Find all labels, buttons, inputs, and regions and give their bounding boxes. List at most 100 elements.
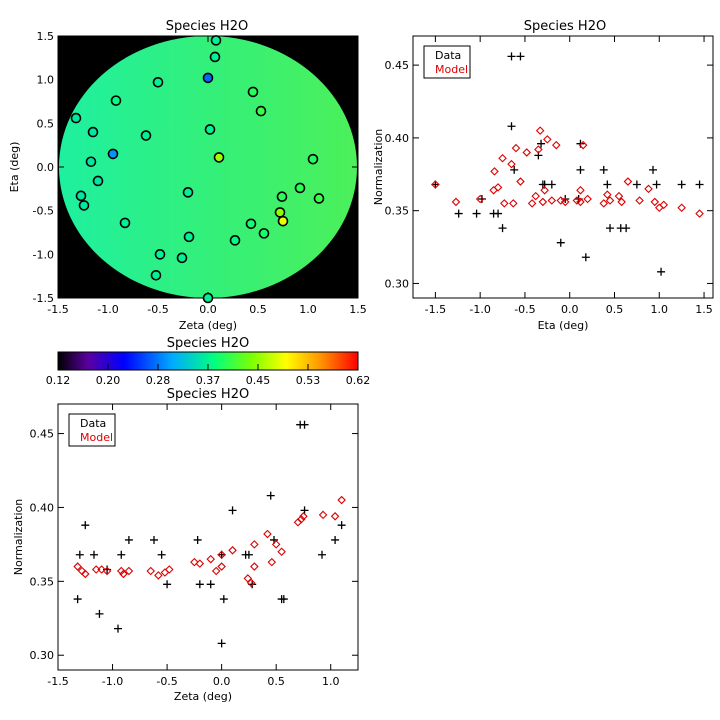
eta-model-point <box>695 209 704 218</box>
eta-model-point <box>493 183 503 192</box>
zeta-model-point <box>97 565 106 574</box>
colorbar-tick-label: 0.62 <box>346 374 371 387</box>
map-point <box>182 187 194 198</box>
eta-data-point <box>507 122 516 131</box>
eta-ytick-label: 0.30 <box>385 277 410 290</box>
eta-model-point <box>605 196 615 205</box>
eta-points <box>431 52 704 276</box>
zeta-model-point <box>250 540 259 549</box>
zeta-data-point <box>150 535 158 544</box>
map-xtick-label: 0.0 <box>199 303 217 316</box>
map-point <box>107 148 119 160</box>
map-point <box>202 292 214 304</box>
eta-xtick-label: -1.0 <box>469 303 490 316</box>
eta-ticks: -1.5 -1.0 -0.5 0.0 0.5 1.0 1.5 0.30 0.35 0.40 0.45 <box>385 36 713 316</box>
zeta-data-point <box>300 420 309 429</box>
colorbar-tick-label: 0.37 <box>196 374 221 387</box>
eta-model-point <box>614 191 624 201</box>
colorbar-tick-label: 0.45 <box>246 374 271 387</box>
eta-model-point <box>527 199 537 208</box>
zeta-model-point <box>190 557 199 567</box>
map-point <box>78 200 90 211</box>
zeta-data-point <box>219 595 228 604</box>
eta-model-point <box>509 199 518 208</box>
zeta-xtick-label: -1.0 <box>102 675 123 688</box>
map-point <box>274 207 286 218</box>
eta-model-point <box>617 197 626 207</box>
zeta-model-point <box>296 514 306 524</box>
map-point <box>294 182 306 194</box>
eta-data-point <box>494 209 503 218</box>
zeta-data-point <box>337 521 346 530</box>
colorbar-panel: Species H2O 0.12 0.20 0.28 0.37 0.45 0.53 0.62 <box>46 336 371 387</box>
zeta-model-point <box>164 565 174 574</box>
eta-model-point <box>650 197 660 207</box>
zeta-data-point <box>124 535 133 544</box>
zeta-xtick-label: 0.0 <box>213 675 231 688</box>
map-ytick-label: 0.0 <box>37 161 55 174</box>
map-point <box>152 76 164 88</box>
eta-model-point <box>535 126 545 135</box>
eta-model-point <box>578 140 588 150</box>
map-points <box>70 35 325 304</box>
zeta-legend-model: Model <box>80 431 113 444</box>
zeta-model-point <box>299 512 308 521</box>
zeta-title: Species H2O <box>167 387 249 402</box>
eta-model-point <box>623 177 633 186</box>
eta-data-point <box>516 52 525 61</box>
eta-model-point <box>644 184 653 194</box>
eta-model-point <box>635 196 644 205</box>
eta-ytick-label: 0.45 <box>385 59 410 72</box>
eta-model-point <box>659 200 669 210</box>
zeta-panel: Species H2O -1.5 -1.0 -0.5 0.0 0.5 1.0 0.30 0.3… <box>12 387 359 703</box>
map-xtick-label: 1.0 <box>299 303 317 316</box>
zeta-model-point <box>228 546 237 555</box>
map-point <box>92 175 104 187</box>
eta-model-point <box>677 203 686 213</box>
eta-data-point <box>537 139 546 148</box>
eta-data-point <box>632 180 641 189</box>
map-point <box>258 228 270 239</box>
eta-model-point <box>511 143 521 153</box>
eta-panel: Species H2O -1.5 -1.0 -0.5 0.0 0.5 1.0 1.5 0.30… <box>372 19 714 332</box>
zeta-data-point <box>75 550 84 559</box>
zeta-data-point <box>279 595 288 604</box>
zeta-model-point <box>330 512 340 521</box>
zeta-data-point <box>163 580 172 589</box>
eta-data-point <box>576 165 585 174</box>
zeta-legend-data: Data <box>80 417 106 430</box>
eta-data-point <box>657 267 666 276</box>
eta-frame <box>412 35 714 299</box>
zeta-model-point <box>91 565 101 574</box>
eta-model-point <box>576 186 585 195</box>
eta-model-point <box>543 135 552 144</box>
map-ticks: -1.5 -1.0 -0.5 0.0 0.5 1.0 1.5 -1.5 -1.0 -0.5 0.0 0… <box>33 30 367 316</box>
zeta-legend-box <box>68 413 116 447</box>
map-point <box>110 95 122 106</box>
zeta-data-point <box>195 580 204 589</box>
eta-xtick-label: 1.5 <box>695 303 713 316</box>
eta-data-point <box>498 224 507 233</box>
colorbar-tick-label: 0.28 <box>146 374 171 387</box>
eta-ytick-label: 0.40 <box>385 132 410 145</box>
eta-model-point <box>490 167 499 176</box>
map-point <box>119 217 131 229</box>
eta-xtick-label: 0.5 <box>606 303 624 316</box>
colorbar-tick-label: 0.20 <box>96 374 121 387</box>
zeta-model-point <box>80 569 90 579</box>
map-ylabel: Eta (deg) <box>8 142 21 193</box>
map-point <box>307 153 319 165</box>
colorbar-tick-label: 0.53 <box>296 374 321 387</box>
zeta-data-point <box>217 639 226 648</box>
map-point <box>202 72 214 84</box>
map-point <box>255 105 267 117</box>
eta-model-point <box>500 199 509 208</box>
map-point <box>75 190 87 202</box>
zeta-data-point <box>228 506 237 515</box>
zeta-legend: Data Model <box>68 413 116 447</box>
zeta-ylabel: Normalization <box>12 499 25 575</box>
zeta-data-point <box>300 506 309 515</box>
zeta-ytick-label: 0.35 <box>30 575 55 588</box>
eta-model-point <box>552 140 561 150</box>
